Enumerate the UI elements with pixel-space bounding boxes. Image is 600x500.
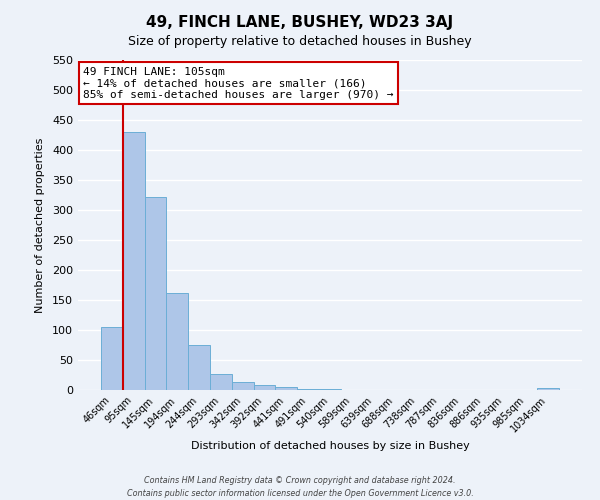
Text: Size of property relative to detached houses in Bushey: Size of property relative to detached ho… bbox=[128, 35, 472, 48]
Bar bbox=[210, 374, 232, 390]
Bar bbox=[101, 327, 123, 390]
Bar bbox=[145, 197, 166, 390]
X-axis label: Distribution of detached houses by size in Bushey: Distribution of detached houses by size … bbox=[191, 441, 469, 451]
Bar bbox=[537, 388, 559, 390]
Bar bbox=[275, 387, 297, 390]
Bar bbox=[297, 389, 319, 390]
Bar bbox=[188, 345, 210, 390]
Text: 49 FINCH LANE: 105sqm
← 14% of detached houses are smaller (166)
85% of semi-det: 49 FINCH LANE: 105sqm ← 14% of detached … bbox=[83, 66, 394, 100]
Y-axis label: Number of detached properties: Number of detached properties bbox=[35, 138, 45, 312]
Bar bbox=[166, 293, 188, 390]
Bar bbox=[254, 385, 275, 390]
Bar bbox=[232, 382, 254, 390]
Bar bbox=[123, 132, 145, 390]
Text: 49, FINCH LANE, BUSHEY, WD23 3AJ: 49, FINCH LANE, BUSHEY, WD23 3AJ bbox=[146, 15, 454, 30]
Text: Contains HM Land Registry data © Crown copyright and database right 2024.
Contai: Contains HM Land Registry data © Crown c… bbox=[127, 476, 473, 498]
